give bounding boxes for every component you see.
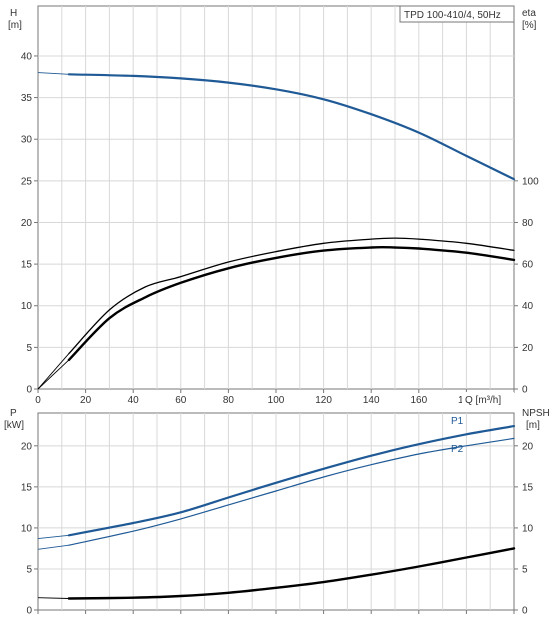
series-label-p2: P2 — [451, 444, 464, 455]
top-series-line-efficiency-thin — [68, 237, 515, 355]
top-left-tick-label: 40 — [21, 51, 33, 62]
top-left-tick-label: 0 — [26, 385, 32, 396]
chart-title-box: TPD 100-410/4, 50Hz — [399, 5, 515, 23]
bottom-tick-labels: 0 5 10 15 20 0 5 10 15 20 — [21, 441, 534, 616]
bottom-grid — [38, 413, 514, 610]
x-tick-label: 80 — [223, 395, 235, 406]
bottom-right-tick-label: 10 — [522, 523, 534, 534]
top-tick-labels: 0 5 10 15 20 25 30 35 40 0 20 40 60 80 100 0 20 40 60 80 100… — [21, 51, 539, 406]
head-efficiency-panel: 0 5 10 15 20 25 30 35 40 0 20 40 60 80 100 0 20 40 60 80 100… — [8, 5, 539, 406]
x-axis-unit-box-frame — [462, 392, 514, 406]
x-tick-label: 140 — [363, 395, 380, 406]
x-axis-unit-box: Q [m³/h] — [462, 392, 514, 406]
top-right-tick-label: 80 — [522, 218, 534, 229]
top-series-extension — [37, 359, 70, 390]
bottom-series-line-power-thin — [68, 437, 515, 546]
chart-title-box-frame — [399, 5, 515, 23]
top-left-tick-label: 20 — [21, 218, 33, 229]
x-tick-label: 160 — [410, 395, 427, 406]
bottom-left-axis-label-line1: P — [10, 408, 17, 419]
top-right-axis-label-line1: eta — [522, 8, 536, 19]
x-tick-label: 100 — [268, 395, 285, 406]
x-tick-label: 60 — [175, 395, 187, 406]
top-series — [37, 72, 516, 390]
x-tick-label: 40 — [128, 395, 140, 406]
top-right-tick-label: 60 — [522, 260, 534, 271]
bottom-series — [37, 425, 516, 600]
chart-title: TPD 100-410/4, 50Hz — [404, 10, 501, 21]
bottom-left-tick-label: 20 — [21, 441, 33, 452]
top-right-axis-label-line2: [%] — [522, 20, 537, 31]
top-left-tick-label: 35 — [21, 93, 33, 104]
bottom-series-extension — [37, 597, 69, 599]
top-left-axis-label-line1: H — [10, 8, 17, 19]
bottom-left-tick-label: 5 — [26, 564, 32, 575]
top-series-extension — [37, 353, 70, 390]
top-right-tick-label: 40 — [522, 301, 534, 312]
bottom-right-axis-label-line2: [m] — [526, 420, 540, 431]
top-left-axis-label-line2: [m] — [8, 20, 22, 31]
top-left-tick-label: 10 — [21, 301, 33, 312]
top-left-tick-label: 5 — [26, 343, 32, 354]
bottom-series-extension — [37, 544, 69, 550]
bottom-series-line-power-thick — [67, 425, 516, 537]
bottom-series-extension — [37, 534, 69, 540]
bottom-right-tick-label: 15 — [522, 482, 534, 493]
power-npsh-panel: 0 5 10 15 20 0 5 10 15 20 P [kW] NPSH [m] P1 P2 — [4, 408, 550, 617]
top-series-line-efficiency-thick — [67, 245, 516, 362]
top-left-tick-label: 30 — [21, 135, 33, 146]
x-tick-label: 0 — [35, 395, 41, 406]
top-left-tick-label: 15 — [21, 260, 33, 271]
bottom-left-tick-label: 15 — [21, 482, 33, 493]
bottom-right-tick-label: 0 — [522, 606, 528, 617]
bottom-left-tick-label: 10 — [21, 523, 33, 534]
top-right-tick-label: 20 — [522, 343, 534, 354]
series-label-p1: P1 — [451, 416, 464, 427]
bottom-right-tick-label: 5 — [522, 564, 528, 575]
top-grid — [38, 6, 514, 389]
bottom-right-axis-label-line1: NPSH — [522, 408, 550, 419]
top-series-line-head — [67, 73, 516, 181]
bottom-left-tick-label: 0 — [26, 606, 32, 617]
x-tick-label: 20 — [80, 395, 92, 406]
x-tick-label: 120 — [315, 395, 332, 406]
bottom-series-line-npsh — [67, 547, 516, 600]
top-right-tick-label: 0 — [522, 385, 528, 396]
top-left-tick-label: 25 — [21, 176, 33, 187]
bottom-left-axis-label-line2: [kW] — [4, 420, 24, 431]
top-right-tick-label: 100 — [522, 176, 539, 187]
x-axis-unit-label: Q [m³/h] — [465, 395, 501, 406]
bottom-right-tick-label: 20 — [522, 441, 534, 452]
top-series-extension — [37, 72, 69, 75]
